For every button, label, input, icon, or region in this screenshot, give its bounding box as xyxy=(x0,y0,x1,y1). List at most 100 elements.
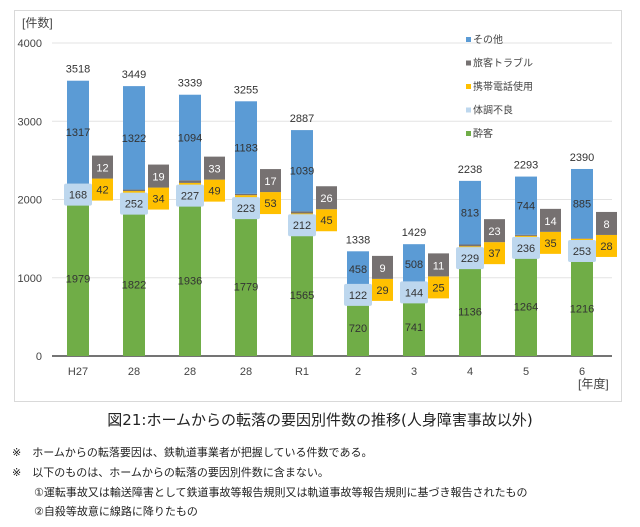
x-axis-label: [年度] xyxy=(578,376,609,391)
data-label: 508 xyxy=(405,259,423,271)
callout-box xyxy=(484,242,505,265)
callout-box xyxy=(148,164,169,188)
data-label: 1936 xyxy=(178,275,202,287)
legend-swatch xyxy=(466,60,471,66)
data-label: 720 xyxy=(349,323,367,335)
callout-box xyxy=(64,183,92,206)
data-label: 236 xyxy=(517,243,535,255)
bar-segment xyxy=(235,193,257,196)
bar-segment xyxy=(179,180,201,183)
legend-swatch xyxy=(466,37,471,42)
y-tick-label: 2000 xyxy=(18,195,42,207)
callout-box xyxy=(596,211,617,235)
callout-box xyxy=(400,281,428,304)
bar-segment xyxy=(291,233,313,356)
data-label: 227 xyxy=(181,191,199,203)
callout-box xyxy=(260,192,281,215)
data-label: 34 xyxy=(152,194,164,206)
callout-box xyxy=(232,197,260,220)
x-tick-label: 6 xyxy=(579,366,585,378)
callout-box xyxy=(596,234,617,257)
callout-box xyxy=(372,278,393,301)
bar-segment xyxy=(515,257,537,356)
callout-box xyxy=(372,255,393,279)
bar-segment xyxy=(459,267,481,356)
note-4: ②自殺等故意に線路に降りたもの xyxy=(34,505,198,518)
y-tick-label: 4000 xyxy=(18,38,42,50)
total-label: 1338 xyxy=(346,234,370,246)
bar-segment xyxy=(123,213,145,356)
data-label: 1216 xyxy=(570,303,594,315)
x-tick-label: 28 xyxy=(240,366,252,378)
callout-box xyxy=(540,231,561,254)
note-2: ※ 以下のものは、ホームからの転落の要因別件数に含まない。 xyxy=(12,466,329,479)
data-label: 37 xyxy=(488,248,500,260)
callout-box xyxy=(288,214,316,237)
bar-segment xyxy=(123,189,145,192)
data-label: 12 xyxy=(96,163,108,175)
bar-segment xyxy=(235,216,257,356)
data-label: 252 xyxy=(125,199,143,211)
data-label: 212 xyxy=(293,220,311,232)
callout-box xyxy=(92,178,113,201)
legend-label: 旅客トラブル xyxy=(473,57,533,70)
bar-segment xyxy=(291,211,313,214)
data-label: 122 xyxy=(349,290,367,302)
note-1: ※ ホームからの転落要因は、鉄軌道事業者が把握している件数である。 xyxy=(12,446,373,459)
bar-segment xyxy=(459,180,481,245)
data-label: 1565 xyxy=(290,290,314,302)
total-label: 3518 xyxy=(66,64,90,76)
data-label: 29 xyxy=(376,285,388,297)
data-label: 1317 xyxy=(66,127,90,139)
data-label: 1979 xyxy=(66,274,90,286)
bar-segment xyxy=(67,201,89,356)
data-label: 14 xyxy=(544,216,556,228)
bar-segment xyxy=(235,101,257,194)
y-tick-label: 0 xyxy=(36,351,42,363)
bar-segment xyxy=(179,204,201,356)
callout-box xyxy=(512,236,540,259)
total-label: 3449 xyxy=(122,69,146,81)
total-label: 3255 xyxy=(234,84,258,96)
data-label: 28 xyxy=(600,241,612,253)
data-label: 42 xyxy=(96,185,108,197)
y-axis-label: [件数] xyxy=(22,15,53,30)
data-label: 17 xyxy=(264,176,276,188)
data-label: 19 xyxy=(152,172,164,184)
x-tick-label: 3 xyxy=(411,366,417,378)
callout-box xyxy=(148,187,169,210)
callout-box xyxy=(456,247,484,270)
total-label: 2887 xyxy=(290,113,314,125)
callout-box xyxy=(428,276,449,299)
chart-frame xyxy=(14,10,622,402)
chart-title: 図21:ホームからの転落の要因別件数の推移(人身障害事故以外) xyxy=(107,411,533,429)
data-label: 33 xyxy=(208,164,220,176)
callout-box xyxy=(92,155,113,179)
data-label: 1039 xyxy=(290,166,314,178)
legend-label: 体調不良 xyxy=(473,104,513,117)
x-tick-label: 5 xyxy=(523,366,529,378)
data-label: 1094 xyxy=(178,133,202,145)
data-label: 1264 xyxy=(514,302,538,314)
callout-box xyxy=(428,253,449,277)
callout-box xyxy=(344,283,372,306)
x-tick-label: 28 xyxy=(128,366,140,378)
total-label: 2293 xyxy=(514,160,538,172)
data-label: 9 xyxy=(379,263,385,275)
callout-box xyxy=(204,156,225,180)
data-label: 458 xyxy=(349,264,367,276)
data-label: 744 xyxy=(517,201,535,213)
callout-box xyxy=(316,186,337,210)
bar-segment xyxy=(403,244,425,284)
data-label: 35 xyxy=(544,238,556,250)
data-label: 223 xyxy=(237,203,255,215)
callout-box xyxy=(120,192,148,215)
legend-label: その他 xyxy=(473,33,503,46)
data-label: 741 xyxy=(405,322,423,334)
callout-box xyxy=(540,208,561,232)
legend-swatch xyxy=(466,84,471,89)
data-label: 26 xyxy=(320,193,332,205)
bar-segment xyxy=(123,191,145,194)
data-label: 1136 xyxy=(458,307,482,319)
bar-segment xyxy=(571,238,593,239)
